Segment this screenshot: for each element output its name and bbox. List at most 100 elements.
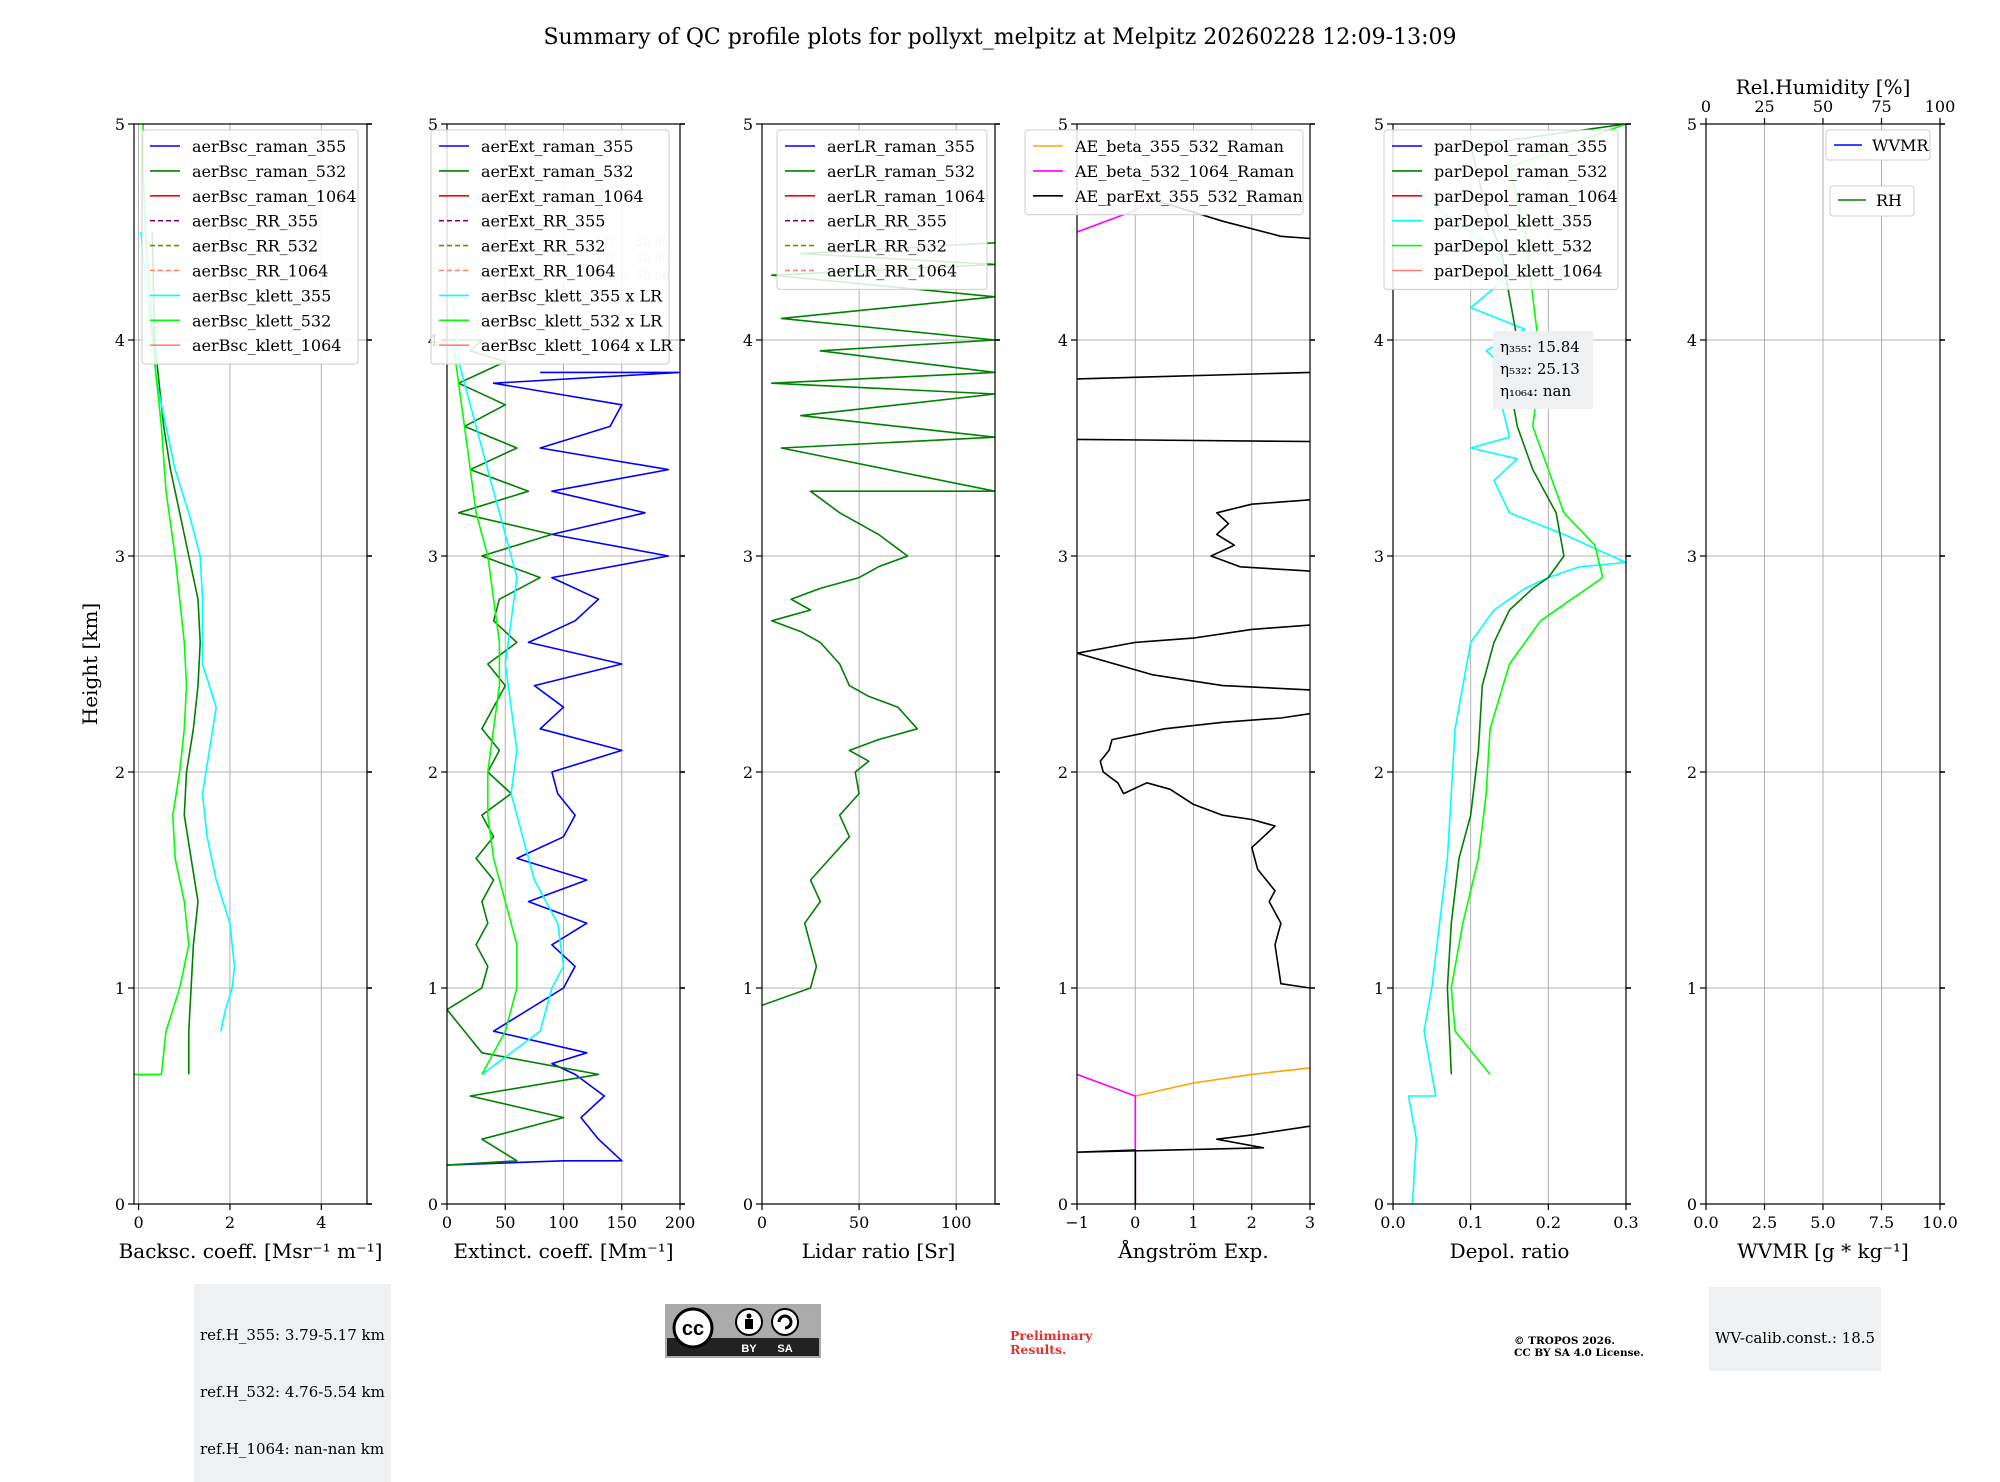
series-line: [1077, 438, 1310, 443]
legend-label: AE_parExt_355_532_Raman: [1074, 187, 1303, 206]
legend-frame: [1383, 129, 1619, 290]
axes-frame: [133, 123, 368, 1205]
legend-label: aerLR_RR_1064: [827, 262, 957, 281]
legend-label: aerBsc_RR_1064: [192, 262, 328, 281]
y-tick-label: 3: [743, 547, 753, 566]
top-x-tick-label: 25: [1754, 97, 1774, 116]
series-line: [1077, 371, 1310, 380]
x-tick-label: 50: [849, 1213, 869, 1232]
cc-license-logo: cc BY SA: [665, 1304, 821, 1358]
legend-frame: [1829, 185, 1915, 217]
legend-label: parDepol_raman_355: [1434, 137, 1607, 156]
x-tick-label: 200: [665, 1213, 696, 1232]
eta-textbox: η₃₅₅: 15.84 η₅₃₂: 25.13 η₁₀₆₄: nan: [1493, 331, 1593, 409]
series-line: [1077, 1073, 1137, 1204]
y-tick-label: 3: [1058, 547, 1068, 566]
legend: AE_beta_355_532_Raman AE_beta_532_1064_Ra…: [1024, 129, 1304, 216]
x-tick-label: −1: [1065, 1213, 1089, 1232]
legend-label: aerLR_RR_355: [827, 212, 947, 231]
legend-label: AE_beta_532_1064_Raman: [1074, 162, 1294, 181]
legend-label: aerBsc_klett_355: [192, 286, 331, 305]
copyright-line-2: CC BY SA 4.0 License.: [1514, 1347, 1644, 1359]
y-tick-label: 3: [1687, 547, 1697, 566]
legend-label: aerBsc_RR_532: [192, 237, 318, 256]
preliminary-note: Preliminary Results.: [1010, 1329, 1092, 1357]
y-tick-label: 1: [115, 979, 125, 998]
y-tick-label: 5: [743, 115, 753, 134]
preliminary-line-2: Results.: [1010, 1342, 1067, 1357]
legend: aerBsc_raman_355 aerBsc_raman_532 aerBsc_r…: [141, 129, 359, 365]
y-tick-label: 2: [428, 763, 438, 782]
ref-height-1064: ref.H_1064: nan-nan km: [200, 1440, 385, 1458]
series-group: [1077, 198, 1310, 1204]
legend-label: aerLR_raman_355: [827, 137, 975, 156]
y-tick-label: 0: [1058, 1195, 1068, 1214]
x-tick-label: 4: [316, 1213, 326, 1232]
panel-bsc: 0 2 4 0 1 2 3 4 5 Backsc. coeff. [Msr⁻¹ m⁻¹] Heigh…: [78, 115, 382, 1263]
cc-license-icon: cc BY SA: [667, 1306, 819, 1355]
legend-label: parDepol_klett_1064: [1434, 262, 1603, 281]
x-tick-label: 100: [548, 1213, 579, 1232]
x-axis-label: Extinct. coeff. [Mm⁻¹]: [453, 1239, 673, 1263]
ref-heights-box: ref.H_355: 3.79-5.17 km ref.H_532: 4.76-…: [194, 1284, 391, 1482]
legend-label: WVMR: [1872, 136, 1929, 155]
copyright-note: © TROPOS 2026. CC BY SA 4.0 License.: [1514, 1335, 1644, 1359]
y-tick-label: 2: [115, 763, 125, 782]
legend-label: aerExt_RR_1064: [481, 262, 616, 281]
legend-label: aerBsc_klett_1064: [192, 336, 341, 355]
top-x-tick-label: 0: [1701, 97, 1711, 116]
panel-ext: 050100150200012345Extinct. coeff. [Mm⁻¹]…: [428, 115, 695, 1263]
y-tick-label: 4: [1374, 331, 1384, 350]
y-tick-label: 0: [1687, 1195, 1697, 1214]
x-tick-label: 2.5: [1752, 1213, 1777, 1232]
series-line: [762, 242, 995, 1007]
legend: parDepol_raman_355 parDepol_raman_532 parD…: [1383, 129, 1619, 290]
legend-label: aerBsc_klett_355 x LR: [481, 286, 663, 305]
legend-label: parDepol_klett_532: [1434, 237, 1592, 256]
x-axis-label: Depol. ratio: [1450, 1239, 1570, 1263]
y-tick-label: 2: [1374, 763, 1384, 782]
legend-label: aerExt_raman_355: [481, 137, 634, 156]
legend-label: aerExt_raman_532: [481, 162, 634, 181]
y-tick-label: 5: [115, 115, 125, 134]
legend: aerLR_raman_355 aerLR_raman_532 aerLR_rama…: [776, 129, 988, 290]
y-tick-label: 1: [1374, 979, 1384, 998]
x-tick-label: 7.5: [1869, 1213, 1894, 1232]
panel-wv: 0.0 2.5 5.0 7.5 10.0 0 1 2 3 4 5 WVMR [g * kg⁻¹] 0 25…: [1687, 75, 1958, 1263]
cc-by-label: BY: [741, 1343, 757, 1355]
panel-lr: 0 50 100 0 1 2 3 4 5 Lidar ratio [Sr] aerLR_raman_…: [743, 115, 1000, 1263]
y-tick-label: 0: [428, 1195, 438, 1214]
cc-sa-label: SA: [777, 1343, 792, 1355]
legend-frame: [430, 129, 670, 365]
eta-value: η₃₅₅: 15.84: [1500, 338, 1580, 356]
x-tick-label: 2: [225, 1213, 235, 1232]
y-tick-label: 3: [115, 547, 125, 566]
y-tick-label: 3: [428, 547, 438, 566]
top-x-tick-label: 50: [1813, 97, 1833, 116]
y-tick-label: 4: [1058, 331, 1068, 350]
legend-label: aerBsc_raman_1064: [192, 187, 357, 206]
y-tick-label: 5: [1687, 115, 1697, 134]
y-tick-label: 1: [428, 979, 438, 998]
legend-label: aerBsc_klett_532 x LR: [481, 311, 663, 330]
x-tick-label: 5.0: [1810, 1213, 1835, 1232]
x-tick-label: 0: [133, 1213, 143, 1232]
axes-frame: [761, 123, 996, 1205]
x-tick-label: 10.0: [1922, 1213, 1958, 1232]
figure: Summary of QC profile plots for pollyxt_…: [78, 25, 1958, 1263]
y-tick-label: 0: [1374, 1195, 1384, 1214]
x-axis-label: WVMR [g * kg⁻¹]: [1737, 1239, 1909, 1263]
y-tick-label: 5: [1374, 115, 1384, 134]
x-tick-label: 100: [941, 1213, 972, 1232]
legend-label: aerBsc_RR_355: [192, 212, 318, 231]
panels: 0 2 4 0 1 2 3 4 5 Backsc. coeff. [Msr⁻¹ m⁻¹] Heigh…: [78, 75, 1958, 1263]
top-x-tick-label: 100: [1925, 97, 1956, 116]
y-tick-label: 5: [428, 115, 438, 134]
y-tick-label: 1: [1058, 979, 1068, 998]
y-tick-label: 3: [1374, 547, 1384, 566]
y-axis-label: Height [km]: [78, 603, 102, 725]
x-tick-label: 150: [606, 1213, 637, 1232]
series-line: [1077, 1125, 1310, 1204]
figure-title: Summary of QC profile plots for pollyxt_…: [543, 25, 1456, 50]
x-axis-label: Lidar ratio [Sr]: [802, 1239, 956, 1263]
